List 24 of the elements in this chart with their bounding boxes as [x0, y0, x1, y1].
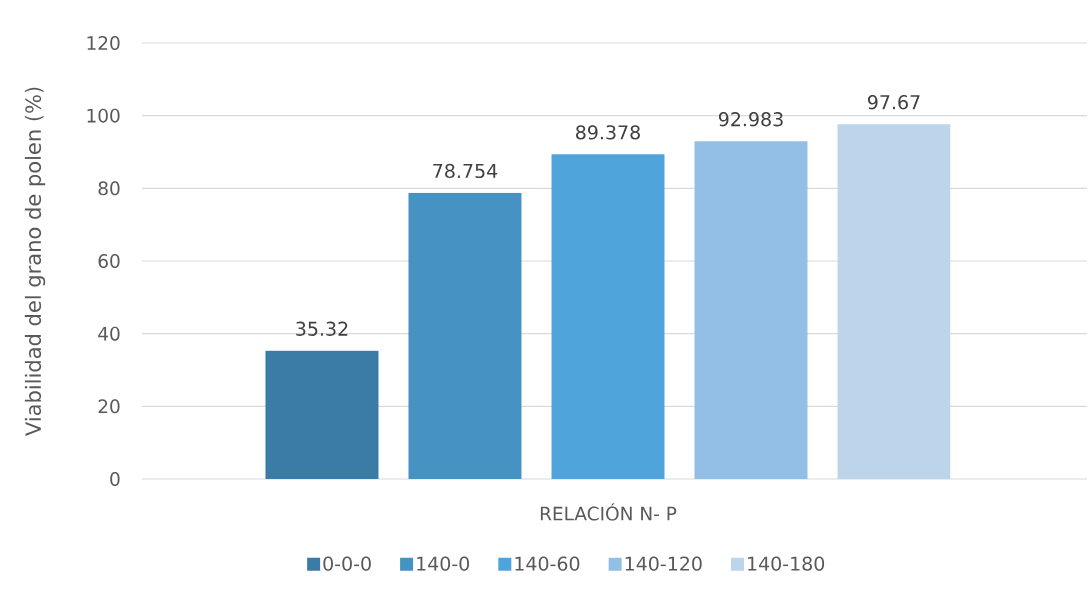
bar: [837, 124, 951, 479]
bar: [265, 350, 379, 479]
legend-label: 140-0: [417, 556, 470, 571]
bar: [694, 141, 808, 479]
y-tick-label: 40: [98, 326, 120, 341]
y-tick-label: 120: [87, 35, 120, 50]
data-label: 35.32: [296, 321, 348, 336]
legend-label: 0-0-0: [323, 556, 371, 571]
bar: [408, 192, 522, 479]
x-tick-label: RELACIÓN N- P: [540, 503, 677, 521]
y-tick-label: 80: [98, 181, 120, 196]
legend-label: 140-120: [625, 556, 702, 571]
y-axis-title: Viabilidad del grano de polen (%): [24, 87, 46, 436]
y-tick-label: 0: [110, 471, 120, 486]
data-label: 78.754: [433, 163, 498, 179]
bar: [551, 154, 665, 479]
data-label: 89.378: [576, 125, 640, 140]
y-tick-label: 100: [87, 108, 120, 123]
y-tick-label: 60: [98, 253, 120, 268]
data-label: 92.983: [718, 112, 783, 127]
legend-label: 140-180: [748, 556, 825, 571]
legend-label: 140-60: [515, 556, 580, 571]
y-tick-label: 20: [98, 399, 120, 414]
data-label: 97.67: [867, 95, 920, 110]
